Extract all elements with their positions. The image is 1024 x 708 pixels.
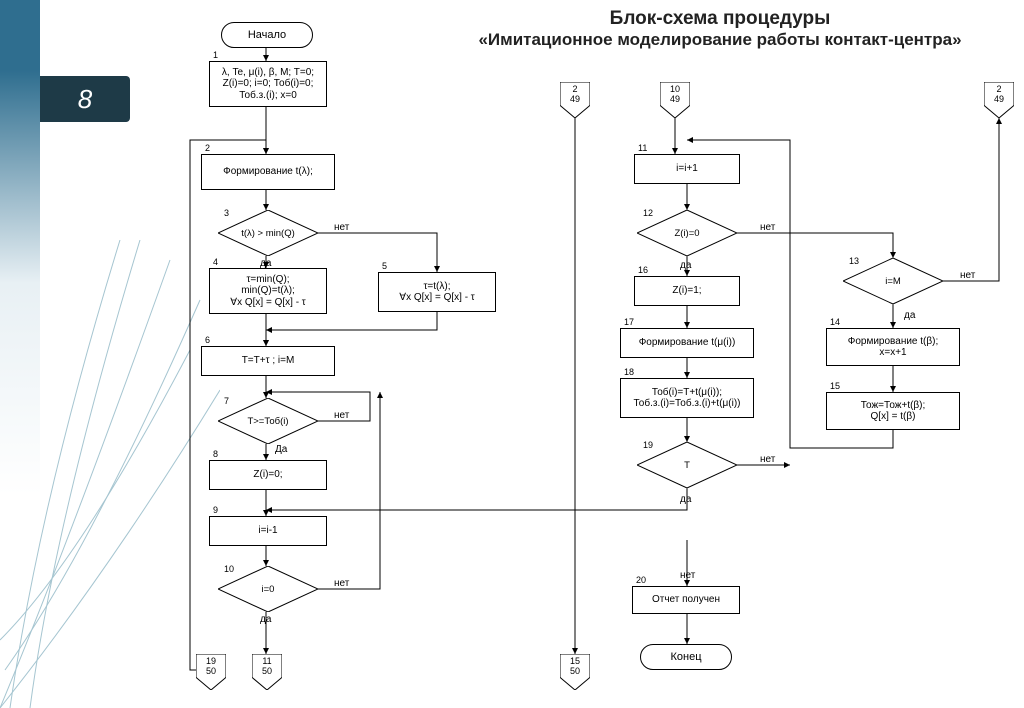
process-p5: τ=t(λ); ∀x Q[x] = Q[x] - τ: [378, 272, 496, 312]
title-line-1: Блок-схема процедуры: [440, 8, 1000, 30]
page-number-text: 8: [78, 84, 92, 115]
edge-label-11: да: [680, 494, 691, 505]
process-num-p6: 6: [205, 335, 210, 345]
edge-label-2: нет: [334, 410, 349, 421]
decision-num-d3: 3: [224, 208, 229, 218]
process-num-p2: 2: [205, 143, 210, 153]
process-p17: Формирование t(μ(i)): [620, 328, 754, 358]
process-p18: Тоб(i)=T+t(μ(i)); Тоб.з.(i)=Тоб.з.(i)+t(…: [620, 378, 754, 418]
slide-title: Блок-схема процедуры «Имитационное модел…: [440, 8, 1000, 50]
process-num-p17: 17: [624, 317, 634, 327]
connector-c15_50: 1550: [560, 654, 590, 690]
process-p2: Формирование t(λ);: [201, 154, 335, 190]
terminator-end: Конец: [640, 644, 732, 670]
edge-label-9: да: [904, 310, 915, 321]
process-num-p16: 16: [638, 265, 648, 275]
process-num-p9: 9: [213, 505, 218, 515]
page-number-badge: 8: [40, 76, 130, 122]
decision-d3: t(λ) > min(Q): [218, 210, 318, 256]
process-num-p18: 18: [624, 367, 634, 377]
process-p20: Отчет получен: [632, 586, 740, 614]
decision-num-d19: 19: [643, 440, 653, 450]
process-p1: λ, Te, μ(i), β, M; T=0; Z(i)=0; i=0; Тоб…: [209, 61, 327, 107]
terminator-start: Начало: [221, 22, 313, 48]
edge-label-3: Да: [275, 444, 287, 455]
edge-label-10: нет: [760, 454, 775, 465]
decision-num-d13: 13: [849, 256, 859, 266]
process-num-p5: 5: [382, 261, 387, 271]
process-num-p14: 14: [830, 317, 840, 327]
process-p6: T=T+τ ; i=M: [201, 346, 335, 376]
process-p16: Z(i)=1;: [634, 276, 740, 306]
slide-left-band: [0, 0, 40, 708]
process-num-p20: 20: [636, 575, 646, 585]
connector-c2_49_left: 249: [560, 82, 590, 118]
edge-label-7: да: [680, 260, 691, 271]
process-p4: τ=min(Q); min(Q)=t(λ); ∀x Q[x] = Q[x] - …: [209, 268, 327, 314]
process-num-p1: 1: [213, 50, 218, 60]
edge-label-8: нет: [960, 270, 975, 281]
connector-c10_49: 1049: [660, 82, 690, 118]
process-p15: Тож=Тож+t(β); Q[x] = t(β): [826, 392, 960, 430]
process-num-p4: 4: [213, 257, 218, 267]
edge-label-1: да: [260, 258, 271, 269]
process-num-p11: 11: [638, 143, 647, 153]
decision-num-d10: 10: [224, 564, 234, 574]
process-num-p15: 15: [830, 381, 840, 391]
edge-label-4: нет: [334, 578, 349, 589]
process-p14: Формирование t(β); x=x+1: [826, 328, 960, 366]
edge-label-12: нет: [680, 570, 695, 581]
decision-d7: T>=Тоб(i): [218, 398, 318, 444]
title-line-2: «Имитационное моделирование работы конта…: [440, 30, 1000, 50]
process-p11: i=i+1: [634, 154, 740, 184]
connector-c19_50: 1950: [196, 654, 226, 690]
process-num-p8: 8: [213, 449, 218, 459]
edge-label-5: да: [260, 614, 271, 625]
connector-c2_49_right: 249: [984, 82, 1014, 118]
connector-c11_50: 1150: [252, 654, 282, 690]
decision-num-d7: 7: [224, 396, 229, 406]
edge-label-6: нет: [760, 222, 775, 233]
decision-num-d12: 12: [643, 208, 653, 218]
edge-label-0: нет: [334, 222, 349, 233]
process-p8: Z(i)=0;: [209, 460, 327, 490]
process-p9: i=i-1: [209, 516, 327, 546]
